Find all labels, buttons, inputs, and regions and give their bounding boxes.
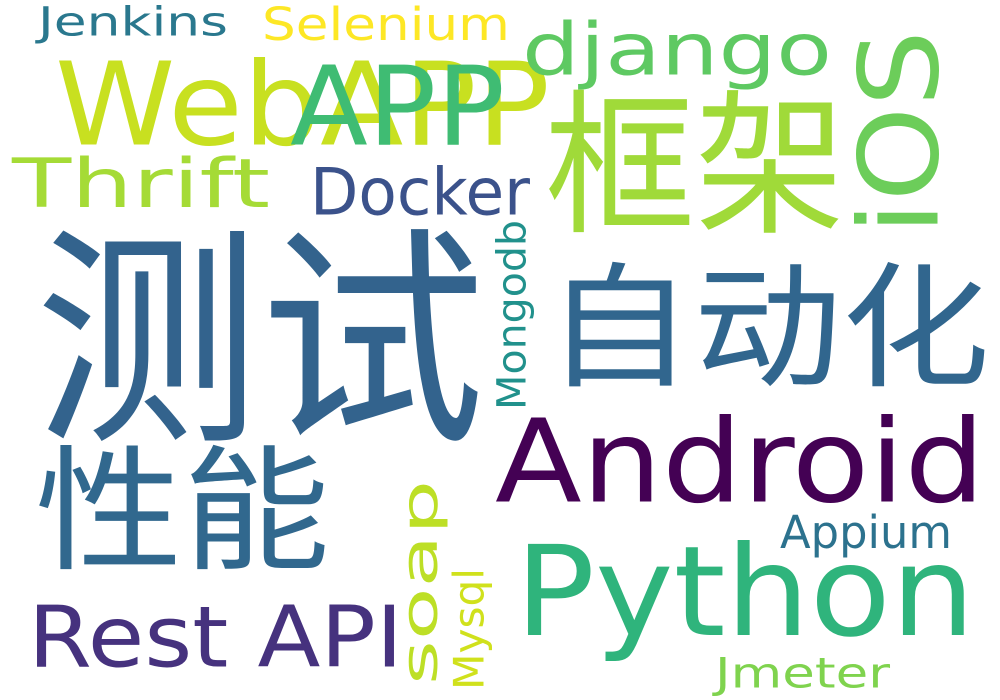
word-性能: 性能 — [35, 432, 330, 591]
word-docker: Docker — [310, 154, 530, 231]
word-测试: 测试 — [35, 207, 485, 479]
word-mongodb: Mongodb — [488, 220, 536, 410]
word-python: Python — [515, 518, 975, 665]
word-thrift: Thrift — [12, 143, 270, 224]
word-soap: soap — [390, 480, 450, 685]
word-android: Android — [495, 394, 985, 530]
word-django: django — [522, 7, 832, 92]
word-jenkins: Jenkins — [38, 0, 228, 46]
word-appium: Appium — [780, 505, 952, 559]
word-ios: iOS — [835, 30, 964, 236]
word-selenium: Selenium — [262, 0, 510, 51]
word-webapp: WebAPP — [55, 37, 550, 173]
word-app: APP — [290, 42, 505, 171]
word-jmeter: Jmeter — [715, 648, 890, 698]
word-自动化: 自动化 — [545, 249, 990, 408]
word-rest-api: Rest API — [28, 587, 403, 687]
word-框架: 框架 — [545, 76, 845, 258]
word-mysql: Mysql — [444, 568, 494, 690]
